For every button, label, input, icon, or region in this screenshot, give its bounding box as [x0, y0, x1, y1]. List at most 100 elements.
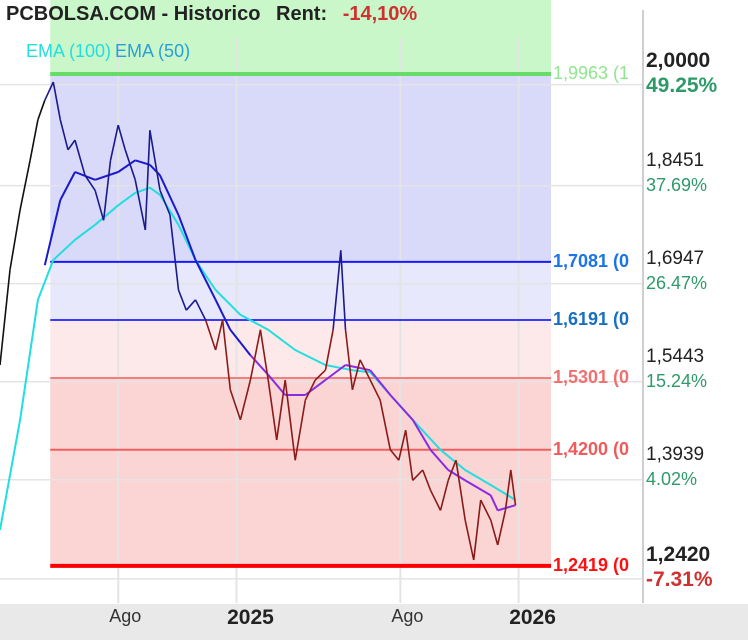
price-segment — [429, 489, 442, 511]
ema50-segment — [324, 364, 347, 381]
price-segment — [84, 174, 96, 191]
price-segment — [398, 430, 407, 461]
price-segment — [479, 499, 492, 521]
price-segment — [37, 100, 46, 121]
ema50-segment — [59, 171, 76, 201]
ema50-segment — [214, 299, 232, 331]
y-tick-percent: -7.31% — [646, 567, 713, 591]
price-segment — [239, 379, 252, 420]
y-tick-label: 1,6947 — [646, 247, 705, 269]
x-tick-label: 2025 — [227, 606, 274, 629]
ema50-segment — [94, 171, 119, 181]
price-segment — [102, 160, 112, 221]
site-title: PCBOLSA.COM - Historico — [6, 3, 261, 25]
fib-zone-3 — [50, 319, 552, 378]
price-segment — [267, 379, 278, 441]
price-segment — [94, 190, 105, 221]
price-segment — [194, 299, 207, 321]
fib-label: 1,7081 (0 — [553, 250, 630, 271]
price-segment — [369, 379, 381, 401]
fib-zone-1 — [50, 74, 552, 262]
fib-zone-0 — [50, 0, 552, 75]
price-segment — [259, 329, 269, 381]
x-tick-label: Ago — [109, 606, 142, 626]
chart-title: PCBOLSA.COM - Historico Rent: -14,10% — [6, 3, 417, 26]
x-axis — [0, 604, 748, 640]
price-segment — [221, 319, 232, 390]
y-tick-percent: 49.25% — [646, 73, 718, 97]
legend: EMA (100) EMA (50) — [26, 41, 194, 62]
price-segment — [144, 130, 151, 231]
price-segment — [214, 319, 224, 351]
price-segment — [455, 460, 466, 521]
ema50-segment — [229, 329, 252, 356]
fib-zone-2 — [50, 261, 552, 320]
price-segment — [379, 400, 392, 450]
ema50-segment — [149, 164, 161, 176]
fib-label: 1,6191 (0 — [553, 308, 630, 329]
price-segment — [134, 179, 147, 231]
y-tick-percent: 26.47% — [646, 272, 708, 293]
price-segment — [249, 329, 262, 381]
price-segment — [117, 124, 126, 151]
price-segment — [19, 160, 31, 210]
price-segment — [294, 400, 307, 461]
price-segment — [149, 130, 161, 191]
price-segment — [304, 379, 317, 401]
y-tick-percent: 15.24% — [646, 370, 708, 391]
price-segment — [229, 389, 242, 421]
fib-label: 1,4200 (0 — [553, 438, 630, 459]
y-tick-percent: 4.02% — [646, 468, 698, 489]
price-segment — [389, 449, 400, 461]
price-segment — [404, 430, 414, 481]
ema50-segment — [429, 449, 449, 471]
y-tick-label: 2,0000 — [646, 48, 711, 72]
y-tick-label: 1,2420 — [646, 542, 711, 566]
price-segment — [124, 149, 136, 181]
price-segment — [412, 469, 424, 481]
y-tick-label: 1,3939 — [646, 443, 705, 465]
price-segment — [340, 250, 347, 330]
price-segment — [9, 209, 21, 270]
price-segment — [109, 124, 119, 161]
fib-label: 1,2419 (0 — [553, 554, 630, 575]
ema50-segment — [489, 494, 499, 511]
price-segment — [421, 469, 432, 491]
price-segment — [324, 329, 334, 371]
y-tick-label: 1,8451 — [646, 149, 705, 171]
ema50-segment — [159, 174, 180, 216]
price-segment — [204, 319, 217, 351]
rent-value: -14,10% — [342, 3, 418, 25]
price-segment — [74, 139, 86, 176]
price-segment — [332, 250, 342, 330]
ema50-segment — [267, 374, 286, 396]
price-segment — [344, 329, 354, 390]
price-segment — [177, 289, 188, 311]
price-segment — [464, 520, 475, 561]
ema50-segment — [411, 419, 432, 451]
ema50-segment — [194, 259, 217, 301]
ema50-segment — [369, 369, 392, 396]
price-segment — [275, 379, 286, 441]
rent-label: Rent: — [276, 3, 328, 25]
ema50-segment — [464, 479, 492, 497]
ema50-segment — [134, 159, 151, 166]
fib-label: 1,9963 (1 — [553, 63, 630, 83]
price-segment — [490, 519, 499, 546]
y-tick-label: 1,5443 — [646, 345, 705, 367]
price-segment — [510, 469, 517, 506]
ema50-segment — [117, 159, 136, 173]
price-segment — [439, 480, 449, 511]
y-tick-percent: 37.69% — [646, 174, 708, 195]
price-segment — [59, 119, 69, 150]
price-segment — [52, 81, 62, 120]
ema50-segment — [249, 354, 269, 376]
ema50-segment — [177, 214, 197, 261]
price-segment — [67, 139, 76, 151]
price-segment — [351, 359, 361, 390]
price-segment — [0, 269, 11, 366]
price-segment — [447, 459, 457, 481]
price-segment — [44, 81, 55, 101]
price-segment — [496, 510, 507, 546]
